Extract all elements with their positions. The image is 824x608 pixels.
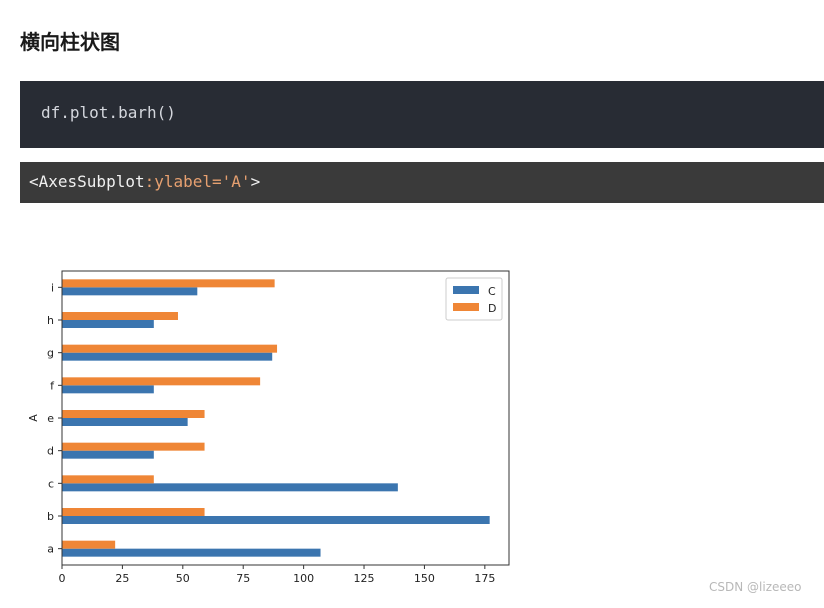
y-tick-label-b: b xyxy=(47,510,54,523)
legend-label-D: D xyxy=(488,302,496,315)
bar-D-c xyxy=(62,475,154,484)
legend-swatch-D xyxy=(453,303,479,311)
y-tick-label-d: d xyxy=(47,445,54,458)
bar-C-i xyxy=(62,287,198,296)
output-prefix: <AxesSubplot xyxy=(29,172,145,191)
y-tick-label-i: i xyxy=(51,281,54,294)
y-tick-label-e: e xyxy=(47,412,54,425)
x-tick-label-125: 125 xyxy=(354,572,375,585)
y-axis-label: A xyxy=(27,414,40,422)
bar-C-f xyxy=(62,385,154,394)
y-tick-label-a: a xyxy=(47,543,54,556)
y-tick-label-h: h xyxy=(47,314,54,327)
x-tick-label-25: 25 xyxy=(115,572,129,585)
code-text: df.plot.barh() xyxy=(41,103,176,122)
y-tick-label-g: g xyxy=(47,347,54,360)
y-tick-label-f: f xyxy=(50,379,55,392)
bar-C-b xyxy=(62,516,490,524)
bar-D-d xyxy=(62,442,205,451)
output-text: <AxesSubplot:ylabel='A'> xyxy=(29,172,260,191)
x-tick-label-175: 175 xyxy=(474,572,495,585)
chart-container: a b c d e f g h i 0 25 50 75 100 125 150 175 A C D xyxy=(0,240,540,604)
x-tick-label-100: 100 xyxy=(293,572,314,585)
bar-C-d xyxy=(62,450,154,459)
bar-C-c xyxy=(62,483,398,492)
x-tick-label-75: 75 xyxy=(236,572,250,585)
bar-C-e xyxy=(62,418,188,426)
barh-chart: a b c d e f g h i 0 25 50 75 100 125 150 175 A CD xyxy=(27,270,510,585)
output-cell: <AxesSubplot:ylabel='A'> xyxy=(20,162,824,203)
output-highlight: :ylabel='A' xyxy=(144,172,251,191)
bar-D-g xyxy=(62,344,278,353)
y-tick-label-c: c xyxy=(48,477,54,490)
code-cell[interactable]: df.plot.barh() xyxy=(20,81,824,148)
legend-swatch-C xyxy=(453,286,479,294)
legend-label-C: C xyxy=(488,285,496,298)
plot-frame xyxy=(61,270,510,566)
output-suffix: > xyxy=(250,172,261,191)
bar-D-a xyxy=(62,540,116,549)
x-tick-label-0: 0 xyxy=(59,572,66,585)
bar-D-i xyxy=(62,279,275,288)
section-heading: 横向柱状图 xyxy=(20,30,120,54)
bar-D-b xyxy=(62,508,205,516)
bar-D-f xyxy=(62,377,261,386)
watermark: CSDN @lizeeeo xyxy=(709,580,802,594)
x-tick-label-150: 150 xyxy=(414,572,435,585)
bar-D-h xyxy=(62,312,178,320)
bar-C-a xyxy=(62,548,321,557)
bar-C-h xyxy=(62,320,154,328)
bar-D-e xyxy=(62,410,205,418)
x-tick-label-50: 50 xyxy=(176,572,190,585)
bar-C-g xyxy=(62,352,273,361)
